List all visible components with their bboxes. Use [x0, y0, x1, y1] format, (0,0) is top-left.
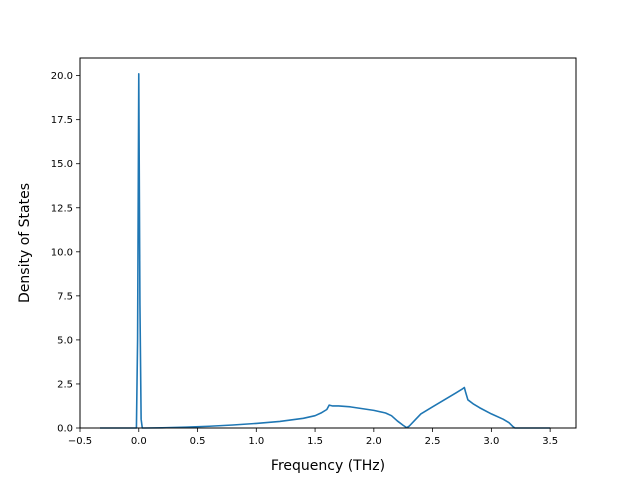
axes-frame [79, 57, 577, 429]
x-axis-label: Frequency (THz) [271, 458, 385, 474]
y-tick-label: 2.5 [57, 379, 73, 390]
y-tick-label: 0.0 [57, 424, 73, 435]
y-axis-label: Density of States [17, 183, 33, 303]
x-tick-label: 2.0 [366, 436, 382, 447]
x-tick-label: 1.5 [307, 436, 323, 447]
y-tick-label: 5.0 [57, 335, 73, 346]
x-tick-label: 3.0 [483, 436, 499, 447]
y-tick-label: 15.0 [51, 159, 73, 170]
x-tick-label: 1.0 [248, 436, 264, 447]
y-tick-label: 10.0 [51, 247, 73, 258]
y-tick-label: 7.5 [57, 291, 73, 302]
x-tick-label: 2.5 [425, 436, 441, 447]
y-axis-ticks: 0.0 2.5 5.0 7.5 10.0 12.5 15.0 17.5 20.0 [51, 71, 80, 435]
x-axis-ticks: −0.5 0.0 0.5 1.0 1.5 2.0 2.5 3.0 3.5 [68, 428, 558, 447]
x-tick-label: −0.5 [68, 436, 92, 447]
x-tick-label: 0.5 [190, 436, 206, 447]
x-tick-label: 3.5 [542, 436, 558, 447]
y-tick-label: 17.5 [51, 115, 73, 126]
y-tick-label: 12.5 [51, 203, 73, 214]
x-tick-label: 0.0 [131, 436, 147, 447]
y-tick-label: 20.0 [51, 71, 73, 82]
